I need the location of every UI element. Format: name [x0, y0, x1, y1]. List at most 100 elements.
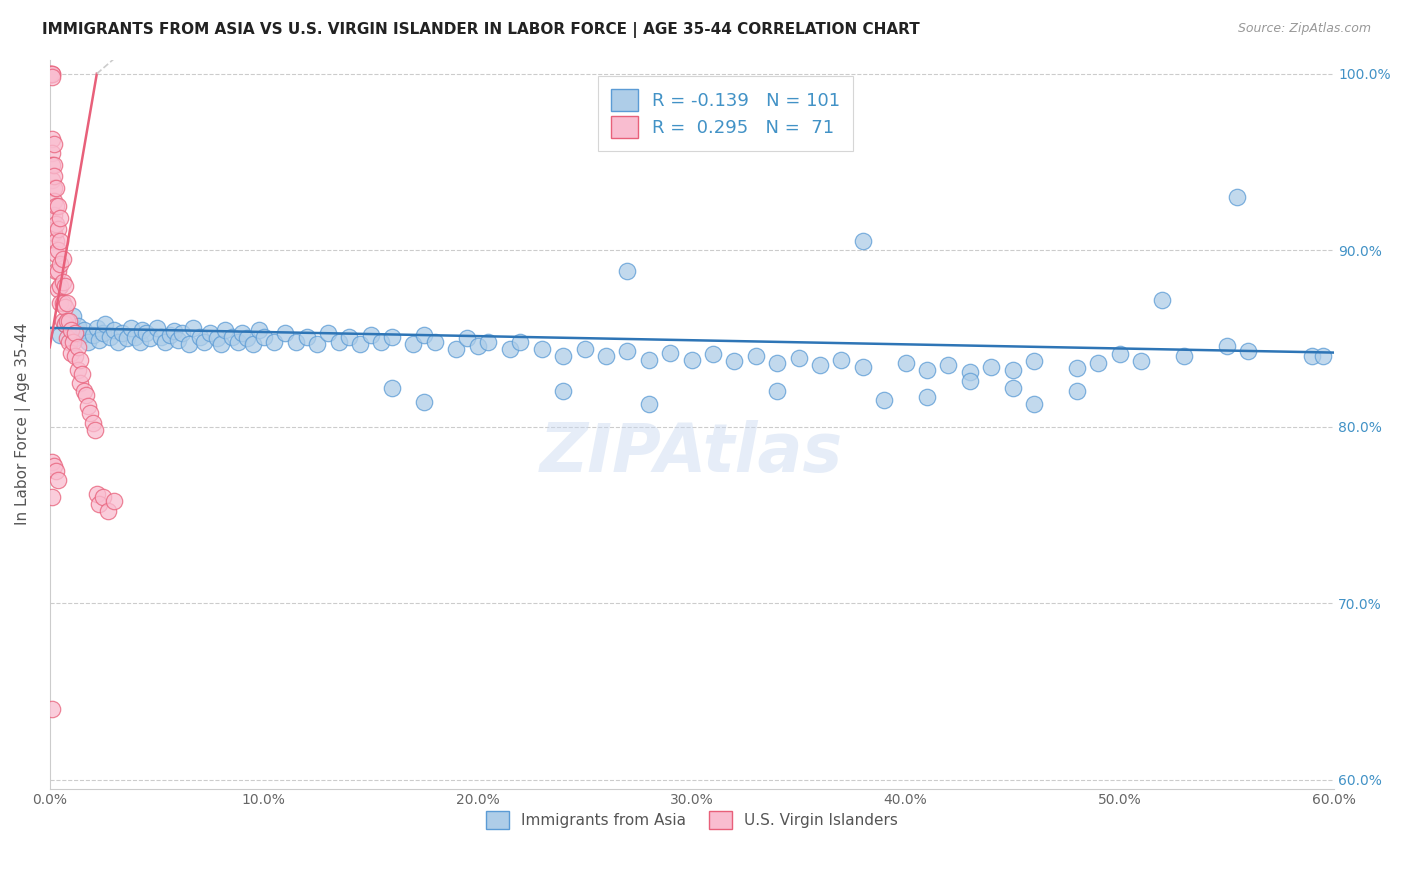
- Point: [46, 244, 69, 258]
- Point: [852, 235, 875, 249]
- Point: [402, 336, 425, 351]
- Point: [87, 497, 110, 511]
- Point: [49, 327, 72, 342]
- Point: [53, 318, 76, 332]
- Point: [226, 334, 249, 349]
- Point: [41, 67, 63, 81]
- Point: [1173, 349, 1195, 363]
- Point: [307, 336, 329, 351]
- Point: [1226, 190, 1249, 204]
- Point: [45, 235, 67, 249]
- Point: [42, 159, 65, 173]
- Point: [221, 329, 243, 343]
- Point: [82, 327, 104, 342]
- Point: [1022, 397, 1045, 411]
- Point: [467, 338, 489, 352]
- Point: [477, 334, 499, 349]
- Point: [41, 146, 63, 161]
- Point: [103, 323, 125, 337]
- Point: [46, 222, 69, 236]
- Point: [91, 491, 114, 505]
- Point: [52, 314, 75, 328]
- Point: [659, 345, 682, 359]
- Point: [231, 326, 253, 341]
- Point: [1066, 384, 1088, 399]
- Point: [41, 172, 63, 186]
- Point: [58, 334, 80, 349]
- Point: [360, 327, 382, 342]
- Point: [65, 349, 87, 363]
- Point: [915, 390, 938, 404]
- Point: [41, 455, 63, 469]
- Point: [574, 342, 596, 356]
- Point: [82, 416, 104, 430]
- Point: [94, 318, 117, 332]
- Point: [295, 329, 318, 343]
- Point: [155, 334, 177, 349]
- Point: [42, 181, 65, 195]
- Point: [131, 323, 153, 337]
- Point: [75, 388, 97, 402]
- Point: [499, 342, 522, 356]
- Text: Source: ZipAtlas.com: Source: ZipAtlas.com: [1237, 22, 1371, 36]
- Point: [42, 169, 65, 183]
- Point: [107, 334, 129, 349]
- Point: [316, 326, 339, 341]
- Point: [702, 347, 724, 361]
- Text: ZIPAtlas: ZIPAtlas: [540, 420, 844, 486]
- Point: [456, 331, 478, 345]
- Point: [274, 326, 297, 341]
- Point: [49, 235, 72, 249]
- Point: [66, 363, 89, 377]
- Point: [42, 194, 65, 208]
- Point: [328, 334, 350, 349]
- Point: [52, 275, 75, 289]
- Point: [413, 327, 436, 342]
- Point: [167, 333, 190, 347]
- Point: [200, 326, 222, 341]
- Point: [830, 352, 852, 367]
- Point: [381, 381, 404, 395]
- Point: [145, 321, 167, 335]
- Point: [87, 333, 110, 347]
- Point: [60, 345, 83, 359]
- Point: [65, 326, 87, 341]
- Point: [49, 257, 72, 271]
- Point: [77, 334, 100, 349]
- Point: [53, 318, 76, 332]
- Point: [1108, 347, 1130, 361]
- Point: [980, 359, 1002, 374]
- Point: [46, 473, 69, 487]
- Legend: Immigrants from Asia, U.S. Virgin Islanders: Immigrants from Asia, U.S. Virgin Island…: [479, 805, 904, 836]
- Point: [959, 365, 981, 379]
- Point: [120, 321, 142, 335]
- Point: [1001, 381, 1024, 395]
- Point: [349, 336, 371, 351]
- Point: [46, 199, 69, 213]
- Point: [1312, 349, 1334, 363]
- Point: [766, 356, 789, 370]
- Point: [41, 132, 63, 146]
- Point: [553, 349, 575, 363]
- Point: [96, 504, 118, 518]
- Point: [83, 423, 105, 437]
- Point: [139, 331, 162, 345]
- Point: [370, 334, 392, 349]
- Point: [60, 323, 83, 337]
- Point: [787, 351, 810, 365]
- Point: [1215, 338, 1237, 352]
- Point: [56, 331, 79, 345]
- Point: [1001, 363, 1024, 377]
- Point: [915, 363, 938, 377]
- Point: [45, 464, 67, 478]
- Point: [193, 334, 215, 349]
- Point: [56, 314, 79, 328]
- Point: [852, 359, 875, 374]
- Point: [73, 384, 96, 399]
- Point: [49, 278, 72, 293]
- Point: [873, 393, 896, 408]
- Point: [253, 329, 276, 343]
- Point: [41, 159, 63, 173]
- Point: [135, 326, 157, 341]
- Point: [45, 246, 67, 260]
